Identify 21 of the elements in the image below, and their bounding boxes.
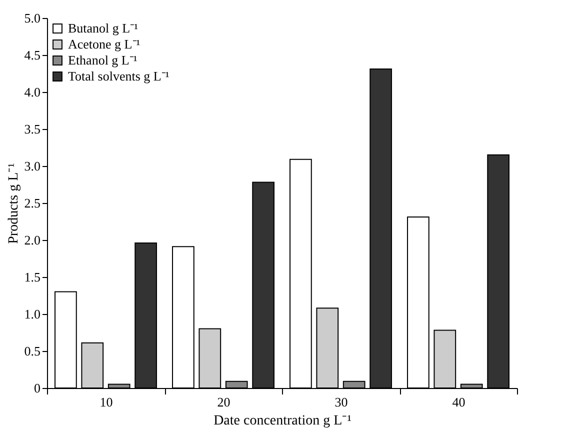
y-tick-label: 3.0 <box>24 158 40 174</box>
y-tick-label: 4.0 <box>24 84 40 100</box>
legend-label: Total solvents g L⁻¹ <box>68 68 170 84</box>
y-tick-label: 1.0 <box>24 306 40 322</box>
y-tick-label: 1.5 <box>24 270 40 284</box>
y-tick-label: 4.5 <box>24 48 40 62</box>
y-tick-label: 5.0 <box>24 10 40 26</box>
legend-label: Acetone g L⁻¹ <box>68 36 140 52</box>
y-tick-label: 2.5 <box>24 196 40 210</box>
y-tick-label: 2.0 <box>24 232 40 248</box>
y-tick-label: 0.5 <box>24 344 40 358</box>
legend-label: Butanol g L⁻¹ <box>68 20 138 36</box>
x-tick-label: 20 <box>217 394 230 410</box>
legend-label: Ethanol g L⁻¹ <box>68 52 138 68</box>
y-tick-label: 0 <box>34 380 40 396</box>
y-tick-label: 3.5 <box>24 122 40 136</box>
x-tick-label: 10 <box>100 394 113 410</box>
x-tick-label: 40 <box>452 394 466 410</box>
y-axis-title: Products g L⁻¹ <box>6 163 22 244</box>
x-axis-title: Date concentration g L⁻¹ <box>214 414 352 428</box>
x-tick-label: 30 <box>334 394 348 410</box>
